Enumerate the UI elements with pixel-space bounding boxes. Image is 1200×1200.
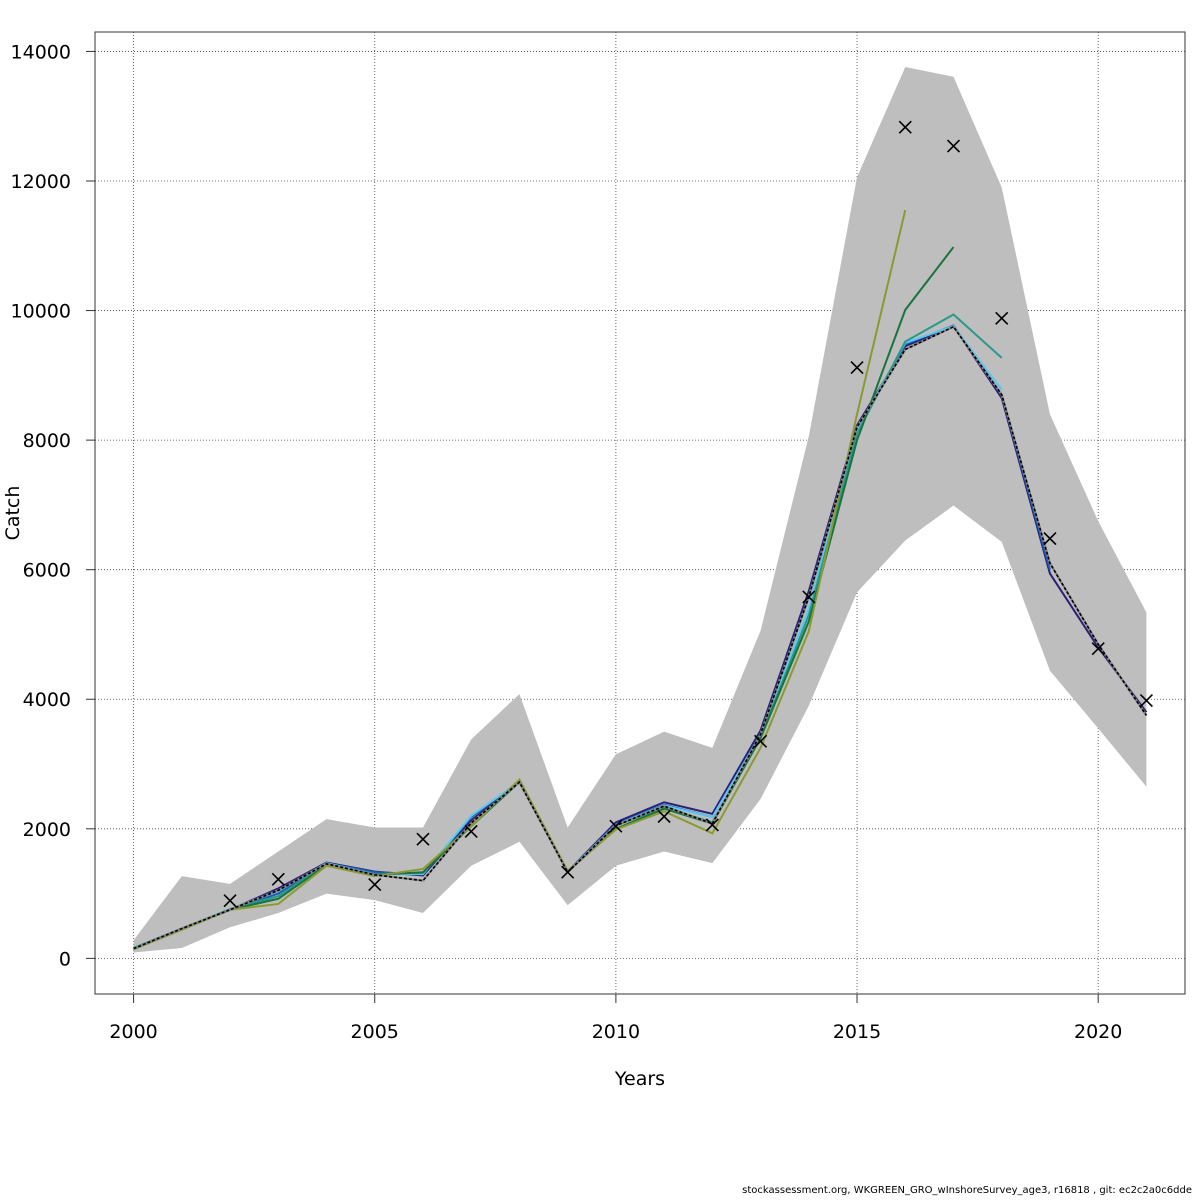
y-axis-label: Catch <box>2 486 24 541</box>
observed-point <box>416 832 430 846</box>
observed-point <box>898 120 912 134</box>
x-tick-label: 2015 <box>833 1021 881 1043</box>
observed-points <box>223 120 1153 908</box>
x-tick-label: 2005 <box>351 1021 399 1043</box>
observed-point <box>802 590 816 604</box>
observed-point <box>705 818 719 832</box>
y-tick-label: 2000 <box>23 819 71 841</box>
y-tick-label: 8000 <box>23 430 71 452</box>
confidence-band <box>133 66 1147 953</box>
y-tick-label: 6000 <box>23 560 71 582</box>
footer-credit: stockassessment.org, WKGREEN_GRO_wInshor… <box>742 1185 1192 1196</box>
observed-point <box>995 311 1009 325</box>
y-tick-label: 4000 <box>23 689 71 711</box>
observed-point <box>754 734 768 748</box>
observed-point <box>368 877 382 892</box>
observed-point <box>850 361 864 375</box>
x-tick-label: 2000 <box>109 1021 157 1043</box>
x-axis-label: Years <box>614 1068 665 1090</box>
axes: 2000 2005 2010 2015 2020 0 2000 4000 6000 8000 100… <box>11 41 1123 1043</box>
observed-point <box>1091 642 1105 656</box>
series-line-reference <box>133 325 1148 950</box>
observed-point <box>271 872 285 886</box>
y-tick-label: 10000 <box>11 301 71 323</box>
x-tick-label: 2020 <box>1074 1021 1122 1043</box>
y-tick-label: 14000 <box>11 41 71 63</box>
observed-point <box>464 824 478 838</box>
observed-point <box>657 809 671 824</box>
observed-point <box>223 894 237 908</box>
series-line <box>133 209 907 951</box>
y-tick-label: 0 <box>59 948 71 970</box>
observed-point <box>1139 693 1153 708</box>
y-tick-label: 12000 <box>11 171 71 193</box>
observed-point <box>1043 532 1057 546</box>
observed-point <box>561 865 575 879</box>
x-tick-label: 2010 <box>592 1021 640 1043</box>
band-area <box>133 66 1147 953</box>
observed-point <box>609 819 623 833</box>
observed-point <box>946 139 961 153</box>
